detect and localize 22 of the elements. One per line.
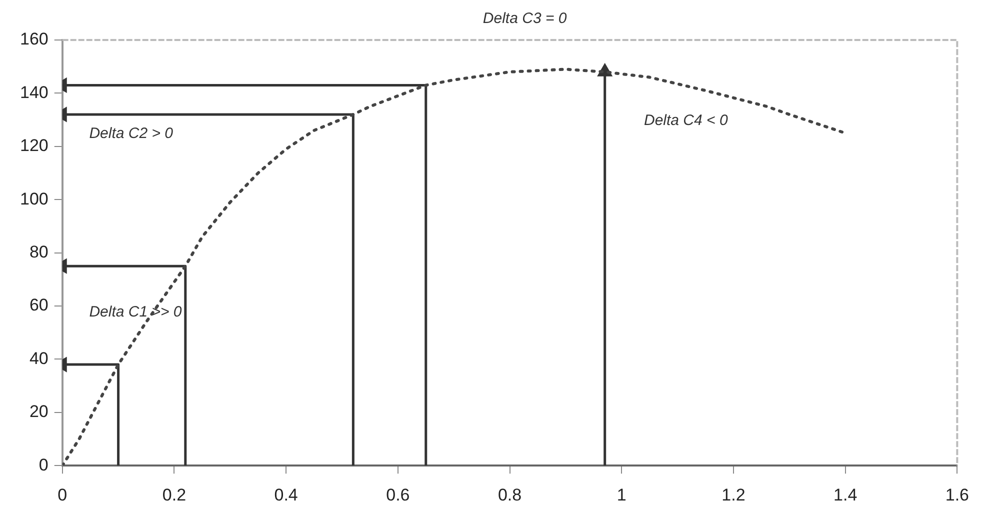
- y-tick-label: 140: [20, 82, 48, 102]
- x-tick-label: 1.2: [722, 485, 746, 504]
- y-tick-label: 80: [29, 242, 48, 262]
- annotation: Delta C4 < 0: [644, 112, 728, 130]
- text: Delta C3 = 0: [482, 10, 568, 27]
- y-tick-label: 160: [20, 30, 48, 49]
- annotation: Delta C2 > 0: [89, 124, 174, 142]
- y-tick-label: 100: [20, 189, 48, 208]
- x-tick-label: 1: [616, 485, 626, 504]
- x-tick-label: 0.2: [162, 485, 186, 504]
- y-tick-label: 40: [29, 348, 48, 368]
- y-tick-label: 120: [20, 136, 48, 156]
- x-tick-label: 0: [58, 485, 68, 504]
- y-tick-label: 0: [38, 455, 48, 474]
- x-tick-label: 0.8: [498, 485, 522, 504]
- y-tick-label: 20: [29, 402, 48, 422]
- x-tick-label: 0.6: [386, 485, 410, 504]
- y-tick-label: 60: [29, 296, 48, 315]
- x-tick-label: 1.6: [945, 485, 970, 504]
- annotation: Delta C1 >> 0: [89, 304, 182, 321]
- x-tick-label: 0.4: [274, 485, 298, 504]
- x-tick-label: 1.4: [834, 485, 858, 504]
